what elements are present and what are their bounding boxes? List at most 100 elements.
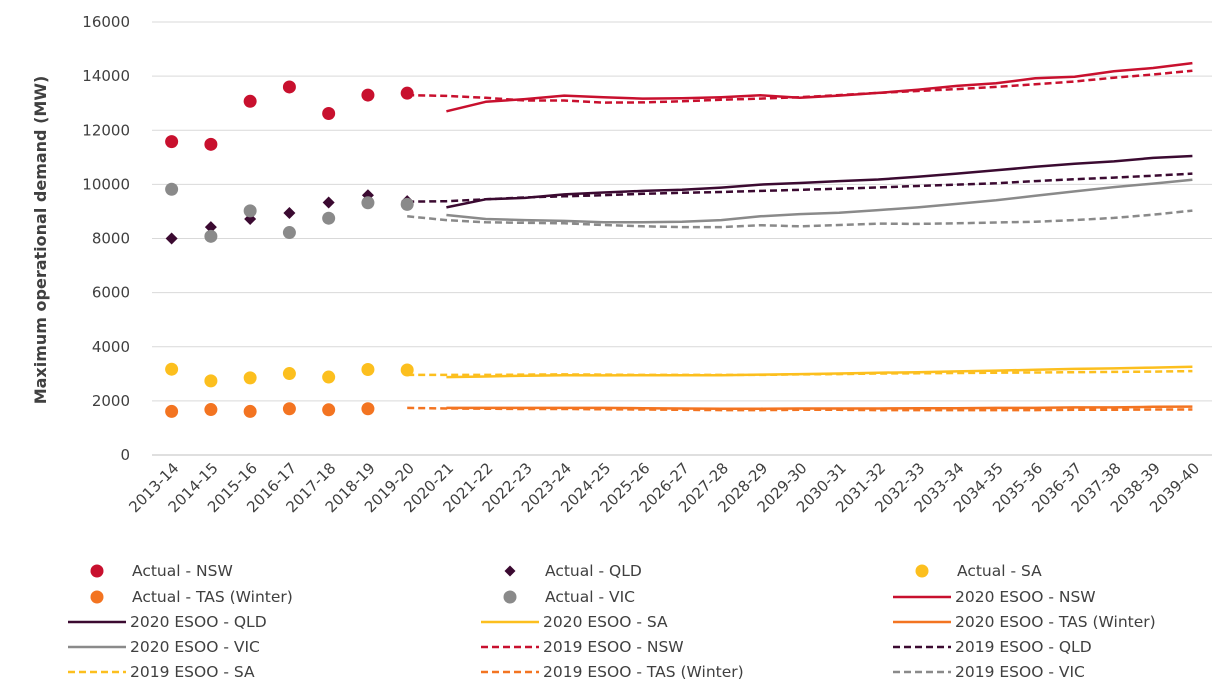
legend-label: 2019 ESOO - TAS (Winter) (543, 663, 744, 681)
data-point (361, 402, 375, 416)
legend-marker (90, 590, 104, 604)
data-point (400, 86, 414, 100)
data-point (165, 135, 179, 149)
legend-item-2020-esoo-sa: 2020 ESOO - SA (481, 613, 668, 631)
data-point (204, 374, 218, 388)
legend-item-actual-tas-winter: Actual - TAS (Winter) (90, 588, 293, 606)
series-2020-esoo-qld (446, 154, 1193, 209)
series-layer (165, 61, 1193, 418)
legend-label: Actual - SA (957, 562, 1042, 580)
y-tick-label: 10000 (82, 175, 130, 193)
legend-label: 2019 ESOO - SA (130, 663, 255, 681)
data-point (243, 94, 257, 108)
legend-label: 2020 ESOO - TAS (Winter) (955, 613, 1156, 631)
legend-label: 2019 ESOO - NSW (543, 638, 684, 656)
legend-item-2020-esoo-nsw: 2020 ESOO - NSW (893, 588, 1096, 606)
legend-item-2020-esoo-qld: 2020 ESOO - QLD (68, 613, 267, 631)
series-actual-vic (165, 182, 414, 243)
series-line-2019-esoo-vic (407, 209, 1193, 229)
data-point (165, 232, 178, 245)
data-point (165, 362, 179, 376)
series-line-2020-esoo-nsw (446, 61, 1193, 113)
legend-label: 2020 ESOO - SA (543, 613, 668, 631)
data-point (322, 403, 336, 417)
data-point (361, 88, 375, 102)
series-2020-esoo-vic (446, 178, 1193, 224)
legend-item-2019-esoo-vic: 2019 ESOO - VIC (893, 663, 1085, 681)
legend-item-actual-vic: Actual - VIC (503, 588, 635, 606)
series-2019-esoo-qld (407, 172, 1193, 203)
series-line-2019-esoo-qld (407, 172, 1193, 203)
series-2020-esoo-tas-winter (446, 405, 1193, 410)
legend-label: 2020 ESOO - VIC (130, 638, 260, 656)
legend-label: 2019 ESOO - VIC (955, 663, 1085, 681)
legend-marker (504, 565, 516, 577)
y-axis-ticks: 0 2000 4000 6000 8000 10000 12000 14000 16000 (82, 13, 130, 464)
series-actual-tas-winter (165, 402, 375, 418)
legend-item-2019-esoo-nsw: 2019 ESOO - NSW (481, 638, 684, 656)
data-point (400, 197, 414, 211)
legend-item-actual-sa: Actual - SA (915, 562, 1042, 580)
legend-marker (915, 564, 929, 578)
legend-item-2019-esoo-qld: 2019 ESOO - QLD (893, 638, 1092, 656)
legend-item-actual-qld: Actual - QLD (504, 562, 642, 580)
y-tick-label: 8000 (92, 230, 130, 248)
y-axis-label: Maximum operational demand (MW) (31, 76, 50, 405)
legend-marker (503, 590, 517, 604)
data-point (204, 137, 218, 151)
legend-item-actual-nsw: Actual - NSW (90, 562, 233, 580)
x-axis-ticks: 2013-142014-152015-162016-172017-182018-… (125, 459, 1203, 516)
legend-item-2019-esoo-sa: 2019 ESOO - SA (68, 663, 255, 681)
y-tick-label: 6000 (92, 284, 130, 302)
data-point (322, 370, 336, 384)
data-point (322, 106, 336, 120)
series-line-2019-esoo-sa (407, 369, 1193, 377)
series-line-2020-esoo-vic (446, 178, 1193, 224)
y-tick-label: 16000 (82, 13, 130, 31)
legend-item-2019-esoo-tas-winter: 2019 ESOO - TAS (Winter) (481, 663, 744, 681)
data-point (204, 221, 217, 234)
data-point (282, 80, 296, 94)
legend-item-2020-esoo-tas-winter: 2020 ESOO - TAS (Winter) (893, 613, 1156, 631)
data-point (243, 371, 257, 385)
legend-label: Actual - TAS (Winter) (132, 588, 293, 606)
gridlines (152, 21, 1212, 456)
data-point (322, 211, 336, 225)
data-point (361, 196, 375, 210)
legend-label: 2020 ESOO - NSW (955, 588, 1096, 606)
y-tick-label: 2000 (92, 392, 130, 410)
data-point (400, 363, 414, 377)
series-2019-esoo-nsw (407, 69, 1193, 104)
series-2019-esoo-tas-winter (407, 406, 1193, 412)
series-line-2020-esoo-tas-winter (446, 405, 1193, 410)
series-2019-esoo-vic (407, 209, 1193, 229)
data-point (361, 362, 375, 376)
series-actual-sa (165, 362, 414, 388)
data-point (204, 403, 218, 417)
series-actual-nsw (165, 80, 414, 151)
series-line-2019-esoo-nsw (407, 69, 1193, 104)
data-point (243, 204, 257, 218)
legend-item-2020-esoo-vic: 2020 ESOO - VIC (68, 638, 260, 656)
legend-label: 2020 ESOO - QLD (130, 613, 267, 631)
legend-label: Actual - VIC (545, 588, 635, 606)
data-point (322, 196, 335, 209)
data-point (165, 182, 179, 196)
data-point (282, 402, 296, 416)
legend-marker (90, 564, 104, 578)
legend-label: Actual - NSW (132, 562, 233, 580)
legend: Actual - NSW Actual - QLD Actual - SA Actua… (68, 562, 1156, 681)
data-point (243, 404, 257, 418)
y-tick-label: 14000 (82, 67, 130, 85)
y-tick-label: 0 (120, 446, 130, 464)
data-point (165, 404, 179, 418)
data-point (282, 367, 296, 381)
series-line-2020-esoo-qld (446, 154, 1193, 209)
legend-label: 2019 ESOO - QLD (955, 638, 1092, 656)
data-point (204, 229, 218, 243)
series-2019-esoo-sa (407, 369, 1193, 377)
legend-label: Actual - QLD (545, 562, 642, 580)
series-2020-esoo-nsw (446, 61, 1193, 113)
